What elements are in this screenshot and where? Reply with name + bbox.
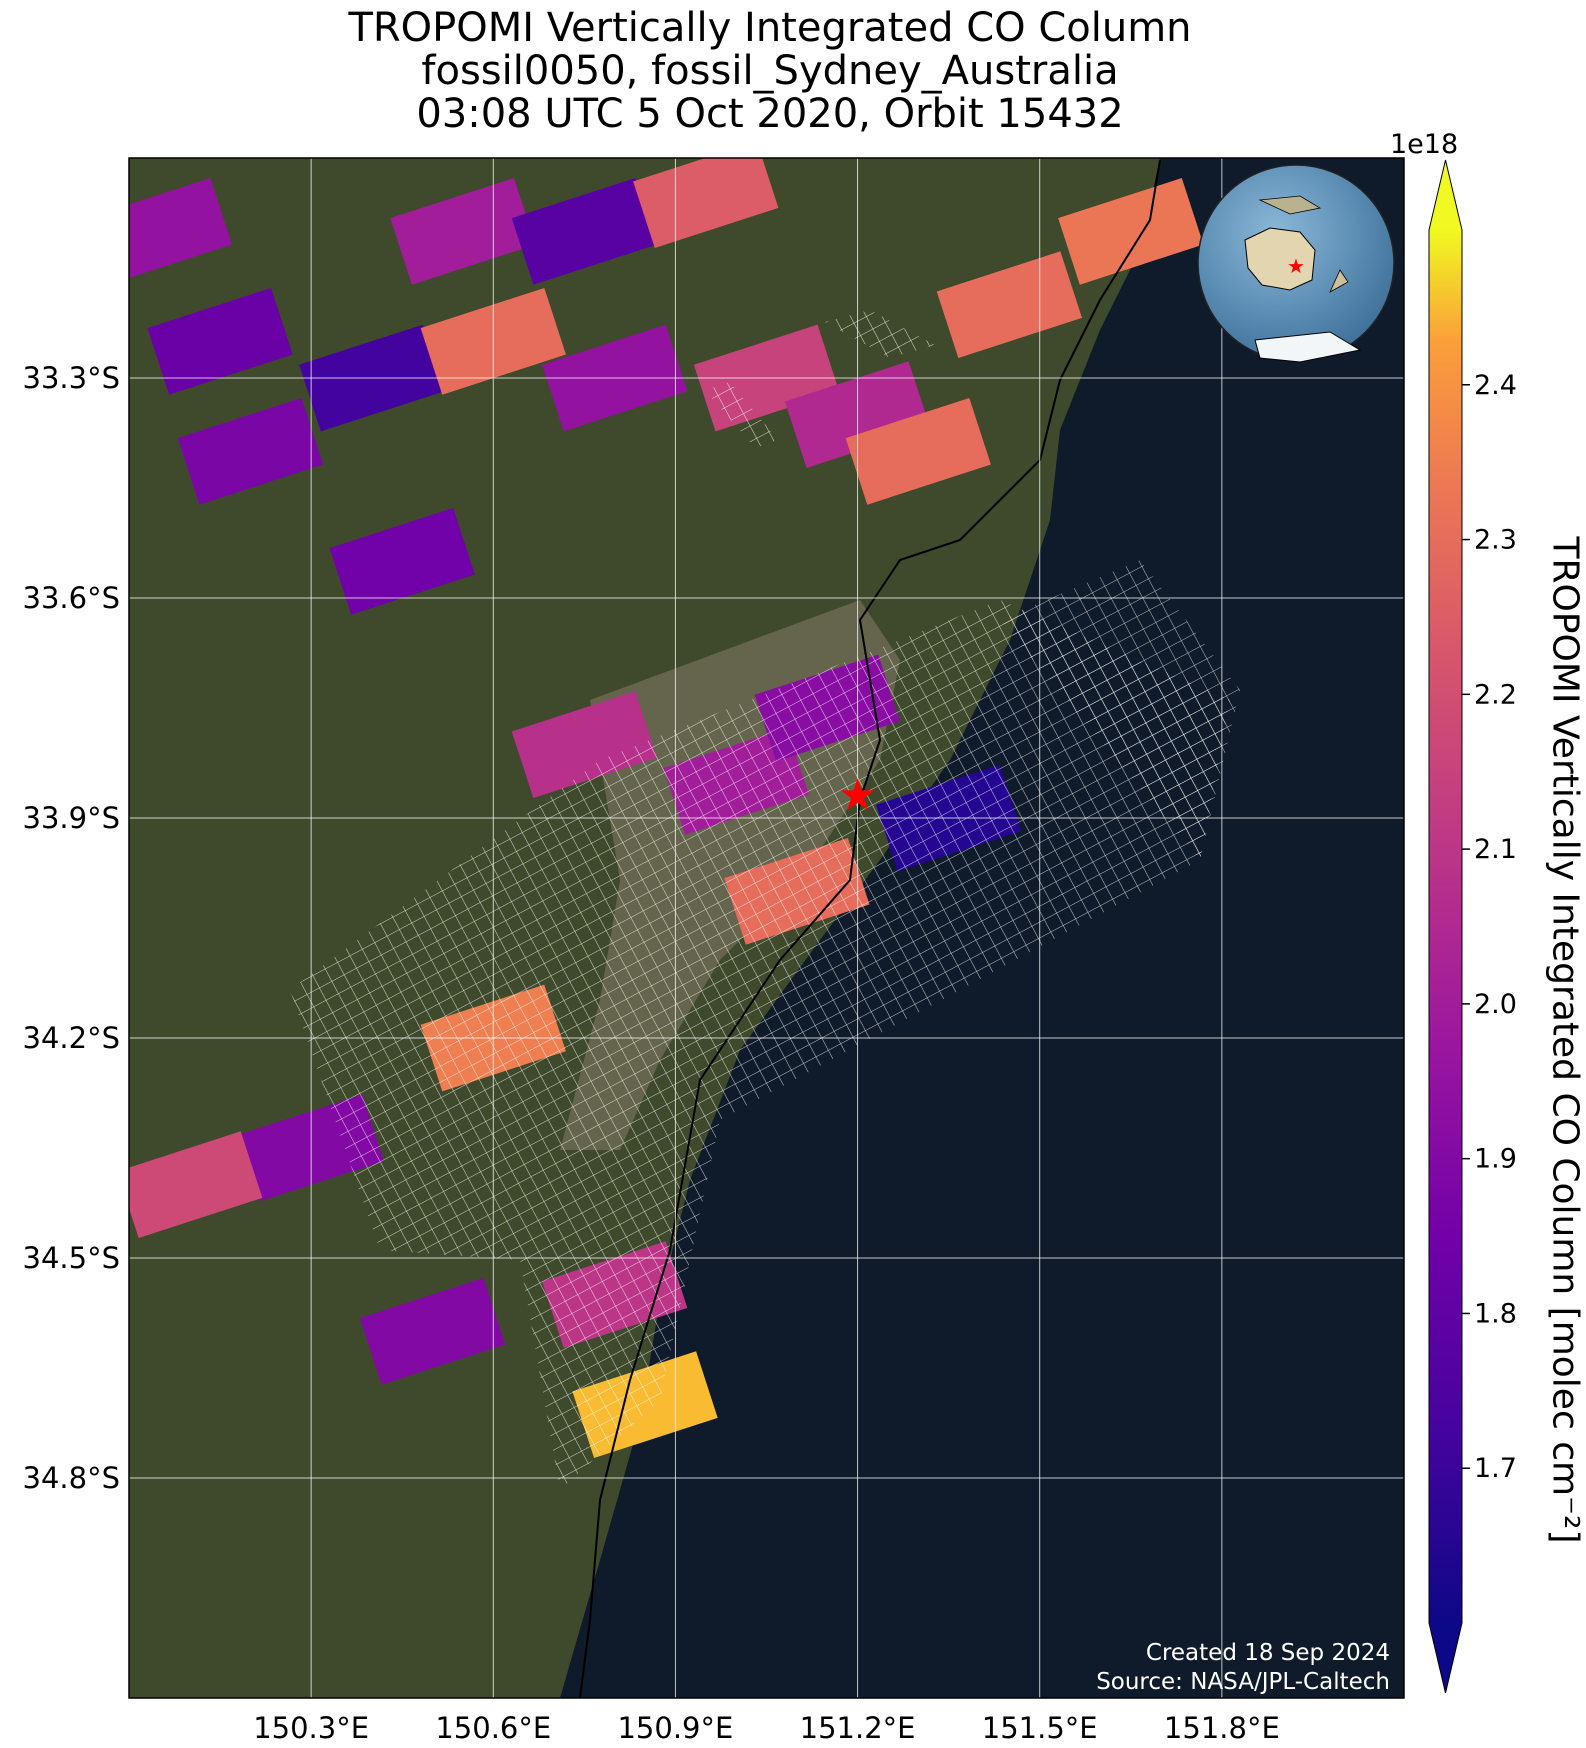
sensor-footprints [290, 310, 1240, 1490]
inset-globe: ★ [1197, 164, 1395, 363]
colorbar-ticks: 1.7 1.8 1.9 2.0 2.1 2.2 2.3 2.4 [1462, 370, 1517, 1484]
footprint-grid-main [290, 600, 1230, 1490]
colorbar-extend-bottom [1429, 1623, 1462, 1693]
credit-created: Created 18 Sep 2024 [1146, 1640, 1390, 1666]
lat-tick-label: 34.8°S [23, 1461, 120, 1495]
co-cell [147, 287, 293, 395]
antarctica-shape [1254, 331, 1362, 363]
title-line-3: 03:08 UTC 5 Oct 2020, Orbit 15432 [416, 91, 1124, 137]
lon-tick-label: 151.5°E [982, 1711, 1098, 1745]
co-cell [329, 507, 475, 615]
coastline [579, 159, 1161, 1698]
co-cell [1058, 177, 1204, 285]
lat-tick-label: 33.3°S [23, 361, 120, 395]
new-zealand-shape [1329, 269, 1349, 293]
lat-tick-label: 34.5°S [23, 1241, 120, 1275]
colorbar-tick-label: 2.0 [1474, 989, 1517, 1020]
colorbar-gradient [1429, 230, 1462, 1623]
longitude-ticks: 150.3°E 150.6°E 150.9°E 151.2°E 151.5°E 151.8… [253, 1711, 1280, 1745]
colorbar-tick-label: 2.4 [1474, 370, 1517, 401]
co-cell [845, 397, 991, 505]
co-cell [390, 177, 536, 285]
co-cell [511, 177, 657, 285]
credit-source: Source: NASA/JPL-Caltech [1096, 1669, 1390, 1695]
colorbar-outline [1428, 159, 1463, 1694]
lon-tick-label: 150.3°E [253, 1711, 369, 1745]
title-line-2: fossil0050, fossil_Sydney_Australia [421, 48, 1119, 94]
colorbar-tick-label: 2.1 [1474, 834, 1517, 865]
asia-islands-shape [1258, 195, 1322, 215]
co-cell [129, 177, 232, 285]
co-cell [633, 158, 779, 249]
australia-shape [1244, 227, 1316, 291]
co-cell [177, 397, 324, 505]
latitude-ticks: 33.3°S 33.6°S 33.9°S 34.2°S 34.5°S 34.8°S [23, 361, 120, 1495]
lon-tick-label: 151.2°E [800, 1711, 916, 1745]
co-cell [511, 691, 657, 799]
footprint-grid-east [1000, 560, 1240, 860]
footprint-grid-north2 [705, 382, 778, 448]
colorbar-label: TROPOMI Vertically Integrated CO Column … [1544, 536, 1586, 1544]
map-frame [128, 157, 1405, 1699]
colorbar-extend-top [1429, 160, 1462, 230]
colorbar-tick-label: 2.2 [1474, 679, 1517, 710]
lon-tick-label: 150.9°E [617, 1711, 733, 1745]
co-cell [129, 1131, 263, 1239]
target-marker: ★ [838, 770, 877, 821]
colorbar-tick-label: 2.3 [1474, 525, 1517, 556]
star-icon: ★ [838, 770, 877, 821]
graticule [129, 158, 1404, 1698]
co-cell [359, 1277, 506, 1385]
lon-tick-label: 151.8°E [1164, 1711, 1280, 1745]
title-line-1: TROPOMI Vertically Integrated CO Column [348, 5, 1192, 51]
map-area: ★ Created 18 Sep 2024 Source: NASA/JPL-C… [129, 158, 1404, 1698]
lat-tick-label: 34.2°S [23, 1021, 120, 1055]
co-cell [936, 251, 1082, 359]
colorbar-tick-label: 1.7 [1474, 1453, 1517, 1484]
colorbar-tick-label: 1.8 [1474, 1298, 1517, 1329]
lat-tick-label: 33.6°S [23, 581, 120, 615]
colorbar: 1.7 1.8 1.9 2.0 2.1 2.2 2.3 2.4 1e18 [1390, 129, 1517, 1694]
lon-tick-label: 150.6°E [435, 1711, 551, 1745]
globe-star-icon: ★ [1287, 254, 1305, 278]
colorbar-exponent: 1e18 [1390, 129, 1458, 160]
lat-tick-label: 33.9°S [23, 801, 120, 835]
colorbar-tick-label: 1.9 [1474, 1144, 1517, 1175]
footprint-grid-north [825, 310, 935, 358]
